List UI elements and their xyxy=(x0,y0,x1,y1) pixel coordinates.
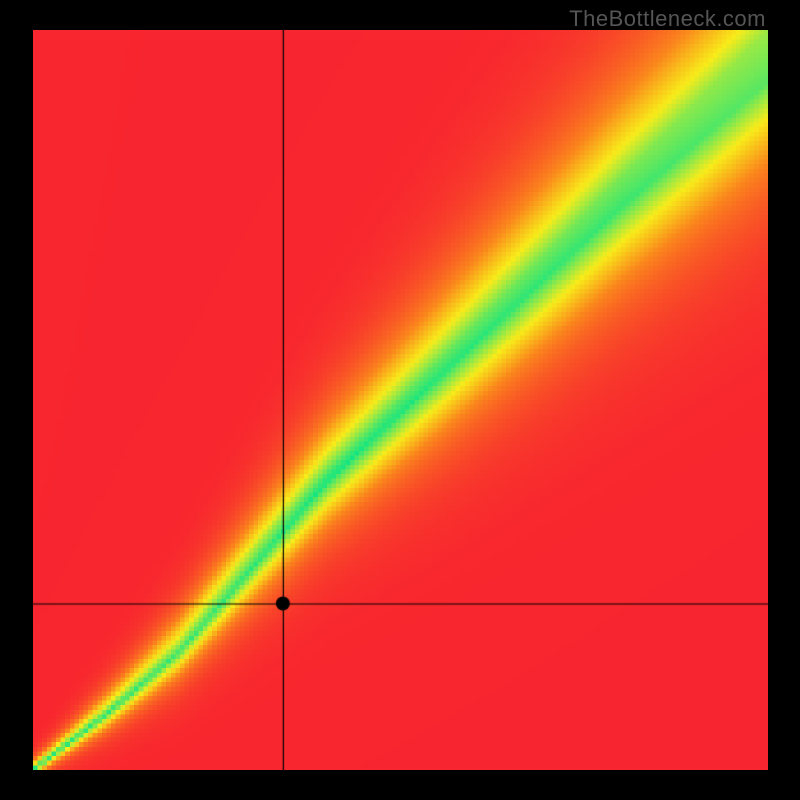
watermark-text: TheBottleneck.com xyxy=(569,6,766,32)
chart-container: TheBottleneck.com xyxy=(0,0,800,800)
crosshair-overlay xyxy=(33,30,768,770)
